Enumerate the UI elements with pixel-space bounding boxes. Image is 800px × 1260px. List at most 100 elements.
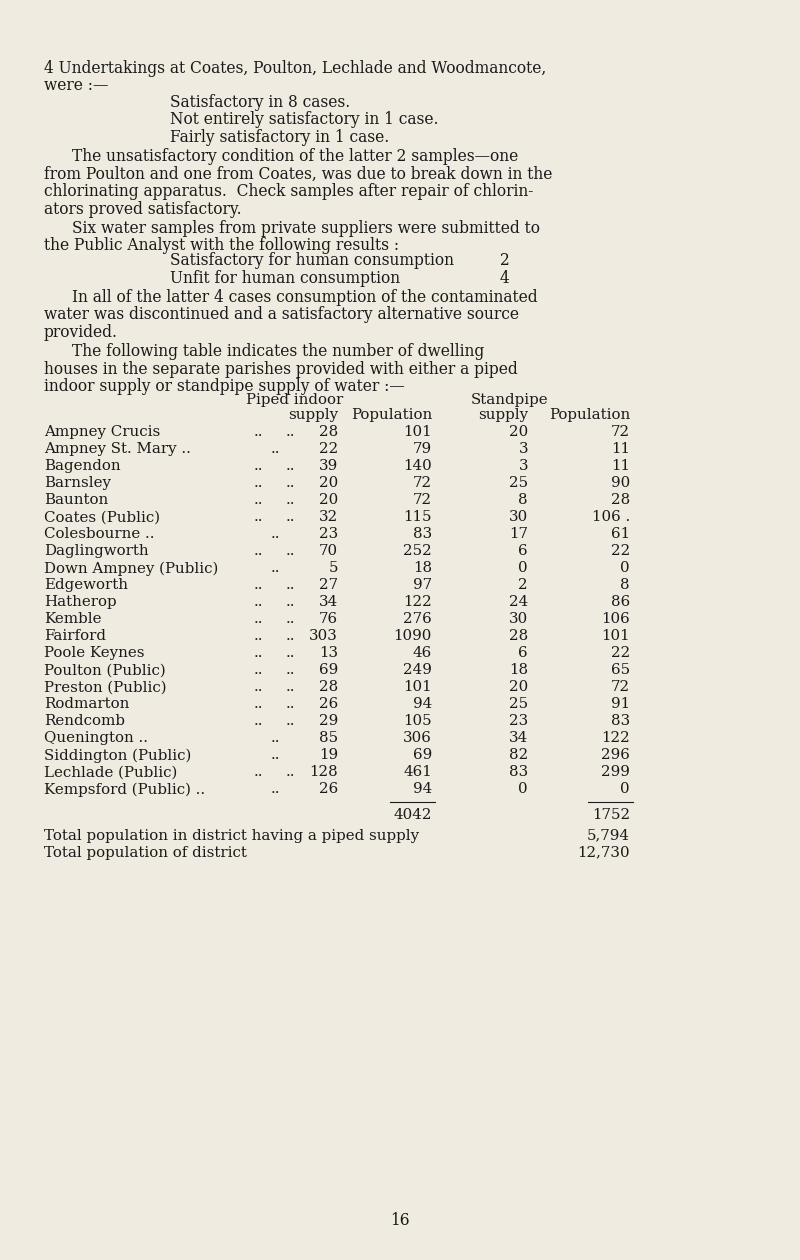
Text: Standpipe: Standpipe (471, 393, 549, 407)
Text: 3: 3 (518, 442, 528, 456)
Text: ..: .. (270, 561, 280, 576)
Text: ..: .. (286, 663, 295, 678)
Text: ..: .. (286, 612, 295, 626)
Text: Not entirely satisfactory in 1 case.: Not entirely satisfactory in 1 case. (170, 111, 438, 129)
Text: the Public Analyst with the following results :: the Public Analyst with the following re… (44, 237, 399, 255)
Text: ..: .. (286, 476, 295, 490)
Text: 90: 90 (610, 476, 630, 490)
Text: ..: .. (254, 612, 263, 626)
Text: 23: 23 (318, 527, 338, 542)
Text: Fairly satisfactory in 1 case.: Fairly satisfactory in 1 case. (170, 129, 390, 146)
Text: ..: .. (286, 510, 295, 524)
Text: 25: 25 (509, 697, 528, 712)
Text: 83: 83 (509, 765, 528, 779)
Text: 28: 28 (318, 680, 338, 694)
Text: 299: 299 (601, 765, 630, 779)
Text: 1090: 1090 (394, 629, 432, 644)
Text: 20: 20 (509, 426, 528, 440)
Text: 1752: 1752 (592, 809, 630, 823)
Text: 17: 17 (509, 527, 528, 542)
Text: 91: 91 (611, 697, 630, 712)
Text: 30: 30 (509, 510, 528, 524)
Text: ..: .. (286, 578, 295, 592)
Text: 13: 13 (319, 646, 338, 660)
Text: 30: 30 (509, 612, 528, 626)
Text: 5: 5 (329, 561, 338, 576)
Text: Preston (Public): Preston (Public) (44, 680, 166, 694)
Text: Population: Population (350, 408, 432, 422)
Text: 28: 28 (610, 494, 630, 508)
Text: 69: 69 (413, 748, 432, 762)
Text: 8: 8 (620, 578, 630, 592)
Text: 72: 72 (413, 476, 432, 490)
Text: ..: .. (286, 680, 295, 694)
Text: ..: .. (254, 663, 263, 678)
Text: 79: 79 (413, 442, 432, 456)
Text: 5,794: 5,794 (587, 829, 630, 843)
Text: chlorinating apparatus.  Check samples after repair of chlorin-: chlorinating apparatus. Check samples af… (44, 183, 534, 200)
Text: ..: .. (286, 697, 295, 712)
Text: Bagendon: Bagendon (44, 460, 121, 474)
Text: Siddington (Public): Siddington (Public) (44, 748, 191, 762)
Text: 140: 140 (403, 460, 432, 474)
Text: Fairford: Fairford (44, 629, 106, 644)
Text: 4: 4 (500, 270, 510, 286)
Text: Six water samples from private suppliers were submitted to: Six water samples from private suppliers… (72, 219, 540, 237)
Text: 24: 24 (509, 595, 528, 610)
Text: 18: 18 (413, 561, 432, 576)
Text: were :—: were :— (44, 78, 108, 94)
Text: 70: 70 (319, 544, 338, 558)
Text: 249: 249 (403, 663, 432, 678)
Text: ..: .. (254, 765, 263, 779)
Text: 23: 23 (509, 714, 528, 728)
Text: 101: 101 (403, 680, 432, 694)
Text: Rendcomb: Rendcomb (44, 714, 125, 728)
Text: Total population of district: Total population of district (44, 845, 247, 859)
Text: Poole Keynes: Poole Keynes (44, 646, 145, 660)
Text: 276: 276 (403, 612, 432, 626)
Text: ..: .. (254, 476, 263, 490)
Text: Ampney Crucis: Ampney Crucis (44, 426, 160, 440)
Text: 25: 25 (509, 476, 528, 490)
Text: 83: 83 (413, 527, 432, 542)
Text: Down Ampney (Public): Down Ampney (Public) (44, 561, 218, 576)
Text: 29: 29 (318, 714, 338, 728)
Text: ..: .. (254, 595, 263, 610)
Text: ..: .. (286, 544, 295, 558)
Text: Quenington ..: Quenington .. (44, 731, 148, 746)
Text: 86: 86 (610, 595, 630, 610)
Text: ..: .. (254, 460, 263, 474)
Text: 3: 3 (518, 460, 528, 474)
Text: 0: 0 (518, 782, 528, 796)
Text: ..: .. (270, 527, 280, 542)
Text: 8: 8 (518, 494, 528, 508)
Text: Lechlade (Public): Lechlade (Public) (44, 765, 178, 779)
Text: ..: .. (254, 544, 263, 558)
Text: 61: 61 (611, 527, 630, 542)
Text: 27: 27 (319, 578, 338, 592)
Text: ..: .. (286, 494, 295, 508)
Text: 76: 76 (319, 612, 338, 626)
Text: 72: 72 (611, 426, 630, 440)
Text: 0: 0 (620, 561, 630, 576)
Text: provided.: provided. (44, 324, 118, 341)
Text: Piped indoor: Piped indoor (246, 393, 344, 407)
Text: 46: 46 (413, 646, 432, 660)
Text: ..: .. (270, 748, 280, 762)
Text: 303: 303 (309, 629, 338, 644)
Text: Baunton: Baunton (44, 494, 108, 508)
Text: 22: 22 (610, 544, 630, 558)
Text: indoor supply or standpipe supply of water :—: indoor supply or standpipe supply of wat… (44, 378, 405, 396)
Text: ..: .. (254, 510, 263, 524)
Text: 12,730: 12,730 (578, 845, 630, 859)
Text: 32: 32 (318, 510, 338, 524)
Text: 106: 106 (602, 612, 630, 626)
Text: 101: 101 (602, 629, 630, 644)
Text: ..: .. (254, 680, 263, 694)
Text: 22: 22 (318, 442, 338, 456)
Text: 69: 69 (318, 663, 338, 678)
Text: ..: .. (254, 578, 263, 592)
Text: 128: 128 (310, 765, 338, 779)
Text: 0: 0 (620, 782, 630, 796)
Text: Kempsford (Public) ..: Kempsford (Public) .. (44, 782, 205, 796)
